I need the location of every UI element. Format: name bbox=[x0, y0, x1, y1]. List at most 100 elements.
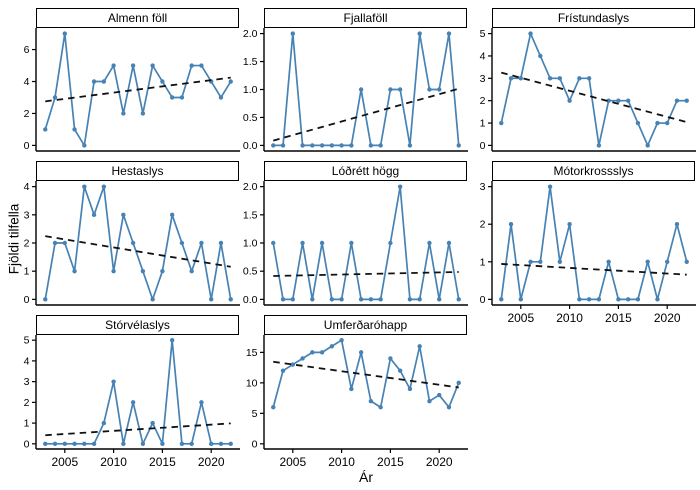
x-tick-label: 2015 bbox=[149, 455, 176, 469]
data-point bbox=[684, 98, 689, 103]
data-point bbox=[349, 240, 354, 246]
y-tick-label: 4 bbox=[24, 355, 30, 367]
facet-title-almenn-foll: Almenn föll bbox=[36, 8, 239, 28]
data-point bbox=[140, 268, 146, 274]
data-point bbox=[437, 392, 442, 398]
y-tick-label: 1.0 bbox=[243, 84, 258, 96]
data-point bbox=[280, 297, 286, 302]
data-point bbox=[179, 441, 185, 447]
data-point bbox=[300, 240, 305, 246]
data-point bbox=[121, 212, 126, 218]
y-tick-label: 2 bbox=[24, 238, 30, 250]
facet-panel-motorkrossslys: Mótorkrossslys 0 1 2 3 2005 2010 2015 2020 bbox=[464, 161, 696, 331]
data-point bbox=[130, 63, 136, 68]
y-tick-label: 1 bbox=[24, 266, 30, 278]
data-point bbox=[111, 268, 116, 274]
trend-line bbox=[45, 235, 231, 268]
data-point bbox=[407, 143, 413, 148]
data-point bbox=[397, 368, 403, 373]
data-point bbox=[674, 98, 680, 103]
y-tick-label: 0.0 bbox=[243, 294, 258, 306]
facet-plot-almenn-foll: 0 2 4 6 bbox=[24, 28, 240, 152]
data-point bbox=[645, 259, 650, 264]
data-point bbox=[218, 441, 224, 447]
data-point bbox=[329, 297, 335, 302]
data-point bbox=[82, 143, 87, 148]
facet-plot-fristundaslys: 0 1 2 3 4 5 bbox=[480, 28, 696, 152]
data-point bbox=[62, 240, 67, 246]
data-point bbox=[189, 441, 194, 447]
y-tick-label: 2 bbox=[480, 95, 486, 107]
facet-panel-lodrett-hogg: Lóðrétt högg 0.0 0.5 1.0 1.5 2.0 bbox=[236, 161, 468, 308]
data-point bbox=[508, 76, 514, 81]
data-point bbox=[446, 405, 452, 410]
facet-title-umferdarohapp: Umferðaróhapp bbox=[264, 315, 467, 335]
data-point bbox=[538, 259, 543, 264]
y-tick-label: 1 bbox=[24, 418, 30, 430]
data-point bbox=[616, 297, 621, 302]
y-tick-label: 0.0 bbox=[243, 140, 258, 152]
y-tick-label: 1 bbox=[480, 118, 486, 130]
y-tick-label: 3 bbox=[24, 209, 30, 221]
facet-title-lodrett-hogg: Lóðrétt högg bbox=[264, 161, 467, 181]
data-point bbox=[577, 297, 582, 302]
data-point bbox=[397, 87, 403, 92]
data-point bbox=[665, 120, 670, 126]
data-point bbox=[586, 297, 592, 302]
y-tick-label: 0 bbox=[24, 140, 30, 152]
y-tick-label: 6 bbox=[24, 44, 30, 56]
data-point bbox=[82, 184, 87, 189]
data-point bbox=[310, 297, 315, 302]
facet-panel-fristundaslys: Frístundaslys 0 1 2 3 4 5 bbox=[464, 8, 696, 154]
x-tick-label: 2020 bbox=[198, 455, 225, 469]
data-point bbox=[101, 79, 107, 84]
y-tick-label: 0 bbox=[252, 438, 258, 450]
data-point bbox=[91, 212, 97, 218]
data-point bbox=[179, 95, 185, 100]
data-line bbox=[44, 185, 232, 301]
data-point bbox=[339, 337, 344, 343]
data-point bbox=[290, 297, 295, 302]
trend-line bbox=[45, 422, 231, 437]
data-point bbox=[339, 297, 344, 302]
data-point bbox=[62, 31, 67, 36]
facet-panel-almenn-foll: Almenn föll 0 2 4 6 bbox=[8, 8, 240, 154]
data-point bbox=[228, 441, 233, 447]
data-point bbox=[625, 98, 631, 103]
data-point bbox=[209, 441, 214, 447]
y-tick-label: 1.5 bbox=[243, 56, 258, 68]
data-point bbox=[199, 400, 204, 405]
data-point bbox=[427, 240, 432, 246]
data-point bbox=[358, 350, 364, 355]
x-axis-title: Ár bbox=[359, 469, 373, 485]
data-point bbox=[625, 297, 631, 302]
facet-title-fjallafoll: Fjallaföll bbox=[264, 8, 467, 28]
data-point bbox=[557, 259, 563, 264]
data-point bbox=[499, 120, 504, 126]
facet-panel-umferdarohapp: Umferðaróhapp 0 5 10 15 2005 2010 2015 2020 bbox=[236, 315, 468, 475]
data-point bbox=[417, 297, 422, 302]
data-line bbox=[272, 339, 460, 409]
data-point bbox=[378, 297, 383, 302]
y-tick-label: 0 bbox=[24, 438, 30, 450]
x-tick-label: 2005 bbox=[507, 311, 534, 325]
y-tick-label: 3 bbox=[480, 181, 486, 193]
data-point bbox=[567, 222, 572, 227]
data-point bbox=[169, 95, 175, 100]
data-point bbox=[397, 184, 403, 189]
y-tick-label: 2 bbox=[480, 219, 486, 231]
data-point bbox=[160, 79, 165, 84]
data-point bbox=[43, 127, 48, 132]
x-tick-label: 2015 bbox=[377, 455, 404, 469]
y-tick-label: 0.5 bbox=[243, 112, 258, 124]
facet-title-storvelaslys: Stórvélaslys bbox=[36, 315, 239, 335]
facet-panel-hestaslys: Hestaslys 0 1 2 3 4 bbox=[8, 161, 240, 308]
data-point bbox=[228, 297, 233, 302]
data-point bbox=[388, 240, 393, 246]
data-point bbox=[567, 98, 572, 103]
y-tick-label: 0 bbox=[24, 294, 30, 306]
data-point bbox=[596, 297, 602, 302]
data-point bbox=[407, 386, 413, 392]
data-point bbox=[446, 31, 452, 36]
y-tick-label: 15 bbox=[246, 347, 258, 359]
